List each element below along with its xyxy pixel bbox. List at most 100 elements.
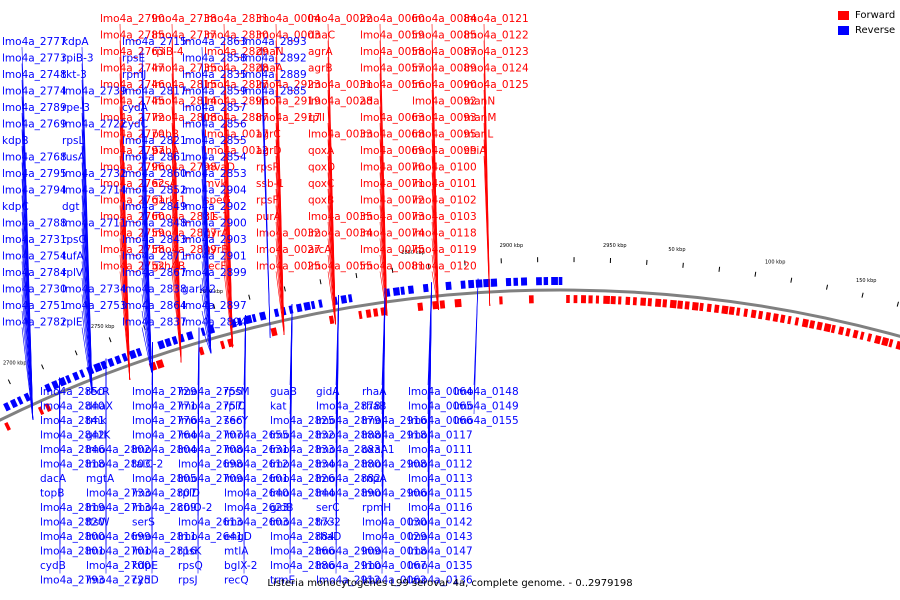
forward-gene-label: qoxA	[308, 145, 335, 157]
forward-gene-label: rplI	[308, 112, 325, 124]
reverse-gene-label: rpiB-3	[62, 53, 94, 65]
reverse-gene-label: lmo4a_2811	[132, 531, 197, 543]
gene-block	[632, 297, 637, 306]
scale-label: 2700 kbp	[3, 360, 27, 366]
leader-line	[261, 96, 271, 338]
reverse-gene-label: lmo4a_2821	[122, 135, 187, 147]
reverse-gene-label: lmo4a_2886	[270, 560, 335, 572]
reverse-gene-label: lmo4a_0030	[362, 517, 427, 529]
leader-line	[141, 327, 152, 373]
reverse-gene-label: lmo4a_2698	[178, 459, 243, 471]
reverse-gene-label: lmo4a_2773	[2, 53, 67, 65]
scale-tick	[108, 337, 112, 343]
gene-block	[171, 335, 179, 345]
gene-block	[816, 321, 823, 331]
forward-gene-label: agrB	[308, 63, 333, 75]
forward-gene-label: lmo4a_0119	[412, 244, 477, 256]
gene-block	[422, 283, 429, 293]
forward-gene-label: lmo4a_0035	[308, 211, 373, 223]
reverse-gene-label: lmo4a_2834	[270, 459, 335, 471]
gene-block	[107, 357, 115, 367]
forward-gene-label: lmo4a_2815	[152, 79, 217, 91]
legend-label-reverse: Reverse	[855, 25, 896, 36]
legend-swatch-forward	[838, 11, 849, 20]
gene-block	[618, 296, 622, 305]
reverse-gene-label: lmo4a_2784	[2, 267, 67, 279]
gene-block	[373, 308, 379, 317]
scale-tick	[319, 279, 322, 285]
gene-block	[445, 281, 452, 291]
gene-block	[654, 298, 662, 308]
leader-line	[171, 271, 182, 363]
gene-block	[392, 287, 401, 296]
reverse-gene-label: lmo4a_0117	[408, 430, 473, 442]
gene-block	[273, 308, 280, 318]
leader-line	[197, 327, 200, 574]
reverse-gene-label: lmo4a_2863	[182, 36, 247, 48]
forward-gene-label: lmo4a_2796	[100, 162, 165, 174]
reverse-gene-label: lmo4a_0113	[408, 473, 473, 485]
gene-block	[58, 376, 67, 387]
reverse-gene-label: lmo4a_2817	[122, 86, 187, 98]
gene-block	[895, 340, 900, 350]
gene-block	[135, 347, 143, 357]
forward-gene-label: gyrA	[204, 228, 229, 240]
forward-gene-label: lmo4a_0071	[360, 178, 425, 190]
gene-block	[100, 360, 108, 370]
leader-line	[201, 261, 212, 354]
reverse-gene-label: secY	[224, 415, 249, 427]
reverse-gene-label: lmo4a_2848	[122, 218, 187, 230]
forward-gene-label: lmo4a_0085	[412, 30, 477, 42]
reverse-gene-label: lmo4a_2850	[40, 386, 105, 398]
gene-block	[65, 374, 72, 384]
forward-gene-label: lmo4a_0124	[464, 63, 529, 75]
forward-gene-label: lmo4a_0101	[412, 178, 477, 190]
gene-block	[79, 369, 86, 378]
gene-block	[198, 346, 205, 356]
gene-block	[121, 352, 129, 362]
reverse-gene-label: lmo4a_2818	[40, 459, 105, 471]
gene-block	[830, 324, 836, 334]
reverse-gene-label: lmo4a_2729	[132, 386, 197, 398]
gene-block	[358, 310, 363, 320]
forward-gene-label: lmo4a_2745	[100, 96, 165, 108]
gene-block	[573, 295, 578, 304]
reverse-gene-label: lmo4a_2889	[242, 69, 307, 81]
reverse-gene-label: lmo4a_2844	[270, 488, 335, 500]
reverse-gene-label: lmo4a_0142	[408, 517, 473, 529]
leader-line	[201, 310, 212, 354]
gene-block	[499, 296, 503, 305]
gene-block	[787, 315, 792, 325]
gene-block	[852, 329, 859, 339]
forward-gene-label: lmo4a_0032	[256, 228, 321, 240]
forward-gene-label: agrD	[256, 145, 282, 157]
forward-gene-label: qoxB	[308, 195, 334, 207]
leader-line	[119, 271, 131, 381]
reverse-gene-label: lmo4a_2853	[182, 168, 247, 180]
leader-line	[141, 277, 152, 373]
reverse-gene-label: lmo4a_2882	[316, 473, 381, 485]
forward-gene-label: lmo4a_0058	[360, 46, 425, 58]
forward-gene-label: lmo4a_2738	[152, 13, 217, 25]
gene-block	[728, 306, 735, 316]
forward-gene-label: lmo4a_0099	[412, 145, 477, 157]
reverse-gene-label: dgt	[62, 201, 79, 213]
forward-gene-label: gark-1	[152, 195, 186, 207]
reverse-gene-label: lmo4a_2631	[224, 444, 289, 456]
reverse-gene-label: lmo4a_2699	[86, 531, 151, 543]
gene-block	[219, 340, 226, 350]
reverse-gene-label: lmo4a_0029	[362, 531, 427, 543]
forward-gene-label: qoxD	[308, 162, 335, 174]
reverse-gene-label: lmo4a_2856	[182, 119, 247, 131]
forward-gene-label: acsA	[152, 178, 178, 190]
reverse-gene-label: cydA	[122, 102, 149, 114]
gene-block	[528, 295, 534, 304]
gene-block	[407, 285, 415, 295]
forward-gene-label: lmo4a_0063	[360, 112, 425, 124]
reverse-gene-label: lmo4a_2904	[182, 185, 247, 197]
reverse-gene-label: lmo4a_2801	[40, 546, 105, 558]
reverse-gene-label: fusA	[62, 152, 86, 164]
reverse-gene-label: lmo4a_2782	[2, 317, 67, 329]
forward-gene-label: lmo4a_0060	[360, 13, 425, 25]
gene-block	[417, 302, 424, 312]
